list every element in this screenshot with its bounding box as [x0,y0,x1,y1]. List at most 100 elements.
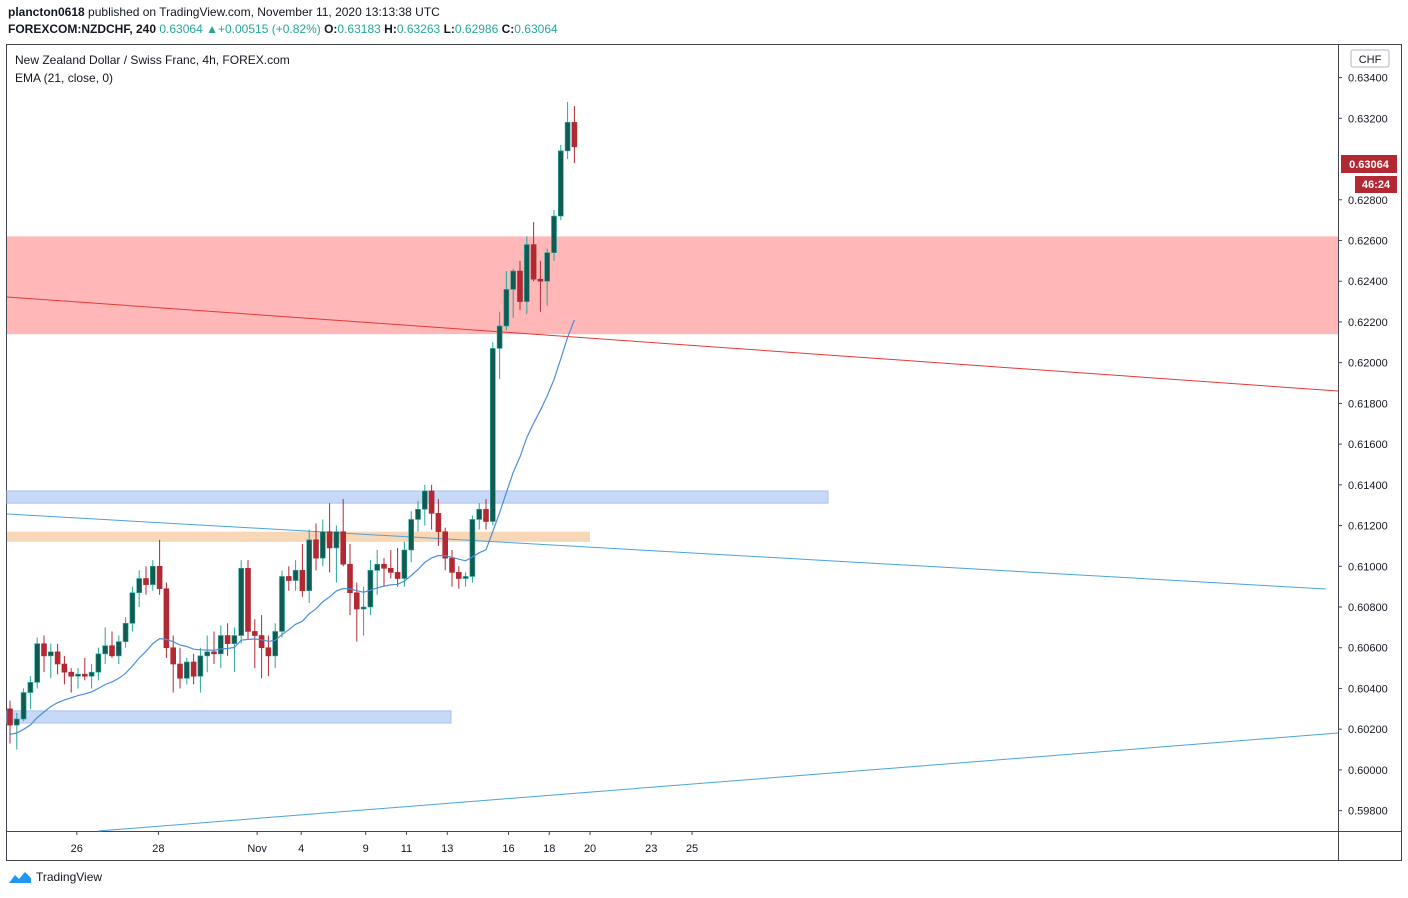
candle [530,222,537,282]
high-value: 0.63263 [396,22,441,36]
candle [489,342,496,526]
candle-body [61,663,68,673]
candle-body [469,519,476,577]
blue-trendline-lower[interactable] [97,732,1339,832]
currency-box [1350,49,1390,68]
price-tick-label: 0.60000 [1348,765,1388,777]
high-label: H: [384,22,397,36]
candle [333,525,340,583]
candle [285,566,292,591]
time-axis[interactable]: 26 28 Nov 4 9 11 13 16 18 20 23 25 [71,831,699,855]
blue-trendline-upper[interactable] [6,513,1327,590]
candle [279,570,285,638]
candle [415,501,421,532]
candle-body [408,519,415,551]
price-tick-label: 0.62800 [1348,195,1388,207]
candle [571,106,578,164]
price-tick-label: 0.62400 [1348,276,1388,288]
zone-blue-zone-3 [6,710,452,724]
candle-body [116,641,122,657]
candle [292,560,299,591]
candle-body [428,490,435,514]
candle-body [292,570,299,581]
candle-body [136,578,142,594]
candle-body [47,651,54,657]
candle [204,635,210,673]
candle [306,529,313,603]
price-tick-label: 0.63200 [1348,113,1388,125]
tradingview-logo-icon [9,872,31,883]
price-tick-label: 0.59800 [1348,806,1388,818]
candle-body [177,663,183,679]
publish-header: plancton0618 published on TradingView.co… [8,4,1398,38]
candle [245,560,251,640]
candle [34,637,41,689]
candle-body [483,508,489,522]
candle-body [306,539,313,592]
currency-label: CHF [1359,54,1382,66]
candle-body [218,635,224,655]
candle-body [571,122,578,148]
candle-body [449,557,455,573]
candle [469,515,476,583]
candle-body [421,490,428,510]
ema-line [9,319,575,735]
last-price-tag [1341,155,1397,173]
candle-body [313,539,319,559]
price-tick-label: 0.61600 [1348,439,1388,451]
candle [156,539,163,595]
candle [88,664,95,689]
tradingview-footer[interactable]: TradingView [8,870,102,884]
candle [340,499,347,567]
candle-body [496,325,503,349]
candle [503,271,510,331]
legend-indicator: EMA (21, close, 0) [15,71,113,85]
price-tick-label: 0.61200 [1348,521,1388,533]
price-tick-label: 0.61800 [1348,398,1388,410]
publisher-name[interactable]: plancton0618 [8,5,85,19]
candle-body [231,635,238,644]
trendline-layer [6,296,1339,832]
candle-body [544,252,551,282]
candle [360,586,367,636]
candle [421,484,428,526]
candle-body [551,215,557,253]
candle-body [14,718,20,726]
candle [326,503,333,573]
candle [170,635,176,693]
candle [544,248,551,306]
open-label: O: [324,22,338,36]
price-axis[interactable]: 0.63400 0.63200 0.62800 0.62600 0.62400 0.622… [1338,73,1388,818]
up-arrow-icon: ▲ [206,22,218,36]
ohlc-line: FOREXCOM:NZDCHF, 240 0.63064 ▲+0.00515 (… [8,21,1398,38]
candle [313,523,319,571]
candle-body [360,606,367,610]
candle-body [102,645,108,655]
price-tick-label: 0.62000 [1348,358,1388,370]
candle [95,647,102,681]
candle-body [156,565,163,589]
candle-body [564,122,571,152]
candle-body [88,671,95,677]
candle [109,631,115,658]
candle-body [510,270,517,290]
candle [564,102,571,160]
price-tick-label: 0.60600 [1348,643,1388,655]
candle-body [435,513,442,532]
candle-body [381,563,387,569]
candle [476,503,483,530]
red-trendline[interactable] [6,296,1339,392]
candle [7,700,13,744]
candle-body [557,150,564,217]
time-tick-label: 20 [584,843,596,855]
footer-brand: TradingView [36,870,103,884]
candle-body [265,647,272,657]
price-tick-label: 0.61400 [1348,480,1388,492]
candle-body [20,692,27,720]
candle [47,643,54,679]
price-tick-label: 0.63400 [1348,73,1388,85]
time-tick-label: 25 [686,843,698,855]
low-label: L: [443,22,455,36]
candle [265,635,272,677]
